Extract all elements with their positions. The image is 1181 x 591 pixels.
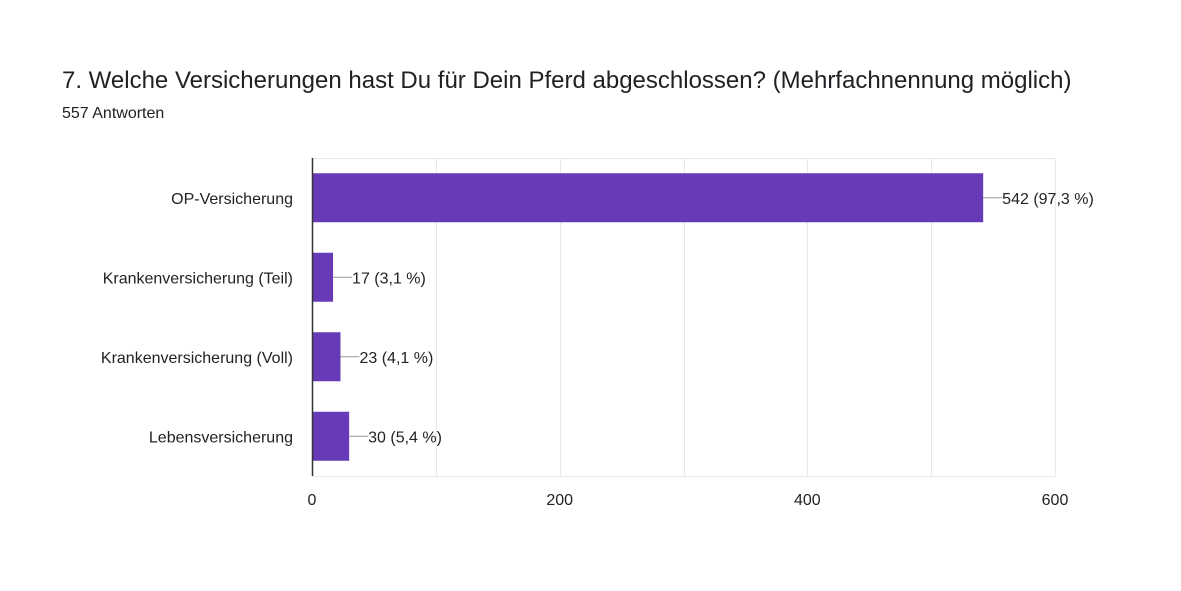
bar[interactable] (312, 411, 350, 461)
x-tick-label: 400 (794, 492, 821, 509)
question-title: 7. Welche Versicherungen hast Du für Dei… (62, 67, 1072, 94)
data-label: 17 (3,1 %) (352, 270, 426, 287)
response-count: 557 Antworten (62, 105, 165, 122)
x-tick-label: 600 (1042, 492, 1069, 509)
x-tick-label: 200 (546, 492, 573, 509)
category-label: Krankenversicherung (Teil) (103, 270, 293, 287)
data-label: 23 (4,1 %) (359, 350, 433, 367)
x-tick-label: 0 (308, 492, 317, 509)
category-label: Krankenversicherung (Voll) (101, 350, 293, 367)
bar[interactable] (312, 332, 341, 382)
category-label: OP-Versicherung (171, 191, 293, 208)
bar[interactable] (312, 173, 984, 223)
bar[interactable] (312, 252, 334, 302)
data-label: 542 (97,3 %) (1002, 191, 1094, 208)
label-layer: OP-Versicherung 542 (97,3 %) Krankenversic… (101, 191, 1094, 509)
category-label: Lebensversicherung (149, 429, 293, 446)
data-label: 30 (5,4 %) (368, 429, 442, 446)
grid-layer (312, 158, 1056, 477)
bar-layer (312, 173, 984, 461)
